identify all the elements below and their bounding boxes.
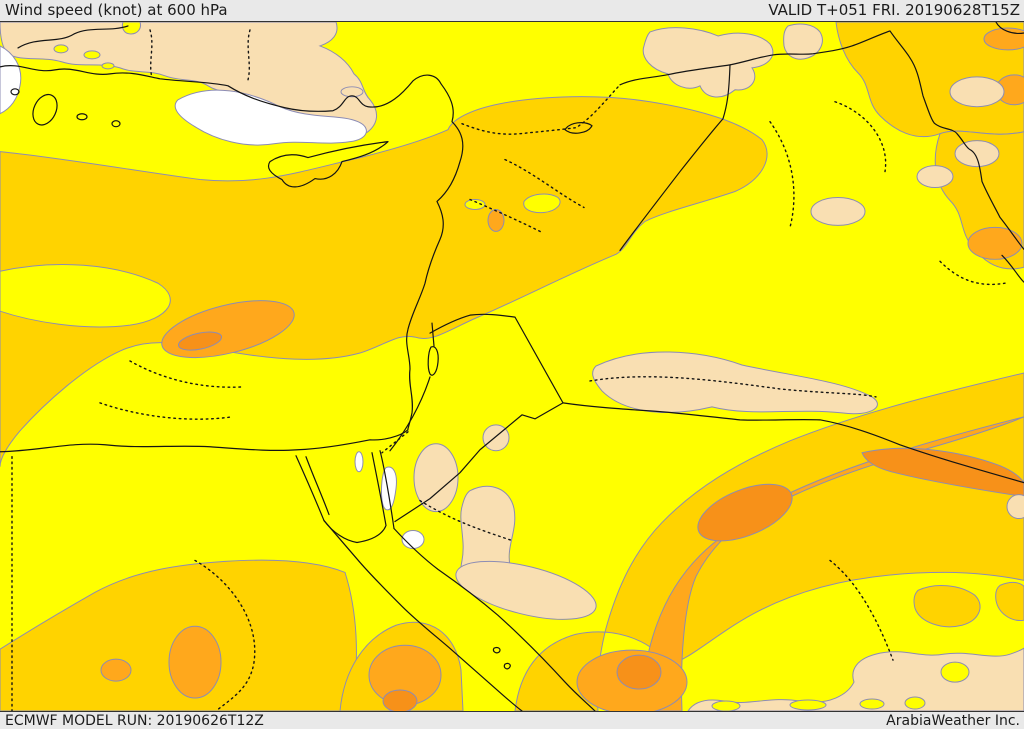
white-aegean-edge	[0, 45, 22, 115]
red-sea-west-coast	[323, 519, 523, 711]
weather-map	[0, 22, 1024, 711]
gold-blob-southeast-2	[995, 581, 1024, 621]
red-sea-islands	[492, 646, 511, 670]
island-aegean-1	[10, 88, 20, 96]
header-bar: Wind speed (knot) at 600 hPa VALID T+051…	[0, 0, 1024, 21]
gulf-of-suez	[295, 455, 330, 522]
yellow-hole-se-1	[711, 700, 741, 711]
white-ne-mediterranean	[174, 89, 367, 146]
dotted-north-saudi	[589, 376, 877, 398]
orange-dot-syria	[487, 208, 505, 232]
yellow-hole-se-3	[859, 698, 885, 710]
model-run-label: ECMWF MODEL RUN: 20190626T12Z	[5, 712, 264, 729]
border-egypt-israel	[381, 431, 409, 454]
yellow-lake-turkey-3	[83, 50, 101, 60]
dotted-west-band-1	[129, 360, 243, 388]
deep-core-south-2	[382, 689, 418, 711]
deep-core-west	[177, 331, 223, 351]
border-turkey-iraq-iran	[619, 30, 1024, 250]
jordan-river	[431, 322, 435, 347]
deep-core-south-1	[616, 654, 662, 690]
cream-region-ne-turkey-2	[783, 23, 823, 60]
white-wadi-araba	[381, 466, 397, 511]
dotted-border-layer	[11, 29, 1006, 711]
dotted-turkey-interior-1	[149, 29, 153, 79]
cream-patch-east-edge	[1006, 494, 1024, 520]
border-jordan	[394, 313, 564, 523]
cream-patch-turkey-coast	[340, 86, 364, 98]
orange-blob-northeast-1	[983, 27, 1024, 51]
yellow-hole-syria-2	[523, 193, 561, 214]
orange-blob-southwest-1	[168, 625, 222, 699]
yellow-lake-turkey-4	[101, 62, 115, 70]
border-turkey-syria-west	[461, 84, 621, 135]
lake-van	[564, 122, 593, 134]
white-calm-regions	[0, 45, 425, 549]
cream-wind-regions	[0, 22, 1024, 711]
dotted-west-band-2	[99, 402, 233, 420]
map-frame	[0, 21, 1024, 712]
wind-fill-layer	[0, 22, 1024, 711]
coastline-persian-gulf	[1001, 254, 1024, 283]
coast-border-layer	[0, 22, 1024, 711]
page-title: Wind speed (knot) at 600 hPa	[5, 1, 228, 19]
yellow-hole-se-4	[940, 661, 970, 683]
dotted-nw-saudi	[419, 499, 513, 542]
border-iraq-saudi	[562, 402, 1024, 484]
valid-time-label: VALID T+051 FRI. 20190628T15Z	[768, 1, 1020, 19]
footer-bar: ECMWF MODEL RUN: 20190626T12Z ArabiaWeat…	[0, 712, 1024, 729]
dead-sea	[427, 346, 439, 376]
yellow-holes	[0, 22, 970, 711]
gold-wind-regions	[0, 22, 1024, 711]
deep-core-saudi-1	[697, 483, 793, 542]
orange-blob-southwest-2	[100, 658, 132, 682]
island-rhodes	[32, 93, 58, 126]
dotted-iraq-interior	[769, 101, 887, 229]
gold-blob-southeast-1	[913, 585, 981, 628]
brand-label: ArabiaWeather Inc.	[886, 712, 1020, 729]
yellow-hole-se-5	[904, 696, 926, 710]
yellow-lake-turkey-2	[53, 44, 69, 54]
dotted-saudi-interior-1	[829, 559, 894, 661]
white-suez	[354, 451, 364, 473]
coastline-turkey-levant-egypt	[0, 65, 464, 453]
island-aegean-2	[76, 113, 88, 121]
coastline-black-sea	[17, 25, 129, 49]
dotted-saudi-interior-2	[194, 559, 256, 711]
yellow-hole-syria-1	[464, 198, 486, 210]
cream-patch-iran-2	[916, 165, 954, 189]
border-syria-iraq	[619, 64, 731, 251]
cream-patch-caucasus	[949, 76, 1005, 108]
coastline-caspian	[995, 22, 1024, 34]
cream-patch-nw-saudi-1	[413, 443, 459, 513]
yellow-hole-west-band	[0, 264, 171, 328]
cream-region-se-corner	[687, 647, 1024, 711]
cream-patch-iraq	[810, 196, 866, 226]
deep-orange-wind-cores	[177, 331, 1024, 711]
red-sea-east-coast	[393, 527, 596, 711]
yellow-hole-se-2	[789, 699, 827, 711]
cream-band-red-sea	[455, 560, 597, 620]
island-cyprus	[267, 141, 389, 188]
cream-region-ne-turkey-1	[642, 27, 774, 98]
dotted-syria-interior-2	[469, 198, 543, 234]
dotted-iran-interior	[939, 260, 1006, 286]
island-aegean-3	[111, 120, 121, 128]
orange-core-east	[967, 226, 1023, 260]
deep-core-saudi-2	[861, 447, 1024, 498]
cream-patch-iran-1	[954, 140, 1000, 168]
border-wadi-araba	[389, 376, 431, 452]
